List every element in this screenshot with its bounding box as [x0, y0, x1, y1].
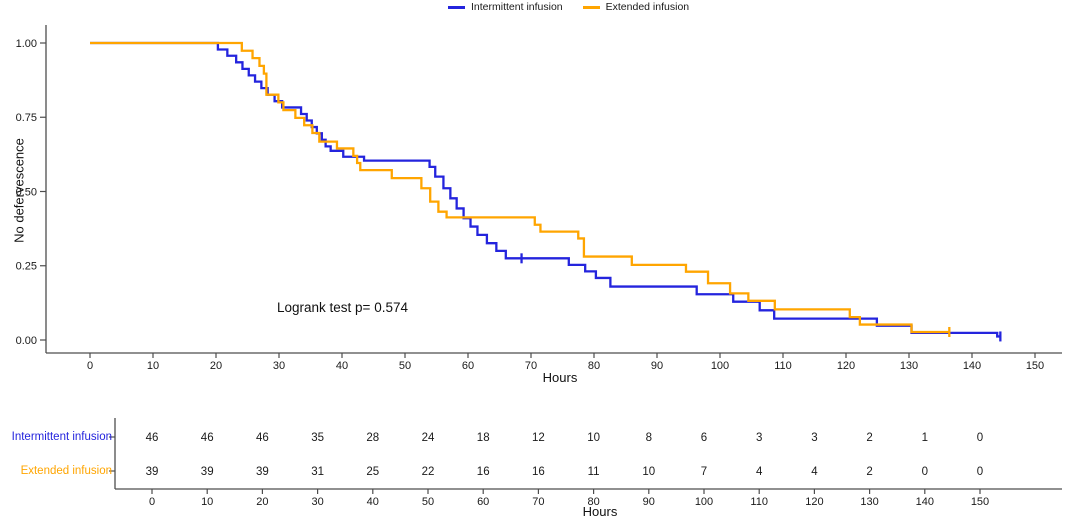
y-tick-label: 0.75: [16, 112, 37, 124]
intermittent-line-swatch: [448, 5, 465, 9]
risk-table-x-tick-label: 140: [916, 496, 934, 508]
risk-table-x-tick-label: 80: [587, 496, 599, 508]
risk-table-x-tick-label: 0: [149, 496, 155, 508]
risk-table-x-tick-label: 50: [422, 496, 434, 508]
risk-count: 24: [422, 432, 435, 444]
x-tick-label: 0: [87, 360, 93, 372]
x-tick-label: 30: [273, 360, 285, 372]
risk-table-x-tick-label: 40: [367, 496, 379, 508]
y-tick-label: 0.50: [16, 186, 37, 198]
risk-count: 10: [587, 432, 600, 444]
legend: Intermittent infusion Extended infusion: [448, 1, 689, 13]
risk-count: 22: [422, 466, 435, 478]
risk-count: 3: [811, 432, 817, 444]
logrank-annotation: Logrank test p= 0.574: [277, 300, 408, 315]
risk-count: 4: [811, 466, 818, 478]
risk-table-x-tick-label: 130: [860, 496, 878, 508]
risk-table-x-tick-label: 70: [532, 496, 544, 508]
intermittent-survival-curve: [90, 41, 1001, 338]
risk-count: 8: [646, 432, 652, 444]
risk-row-label-intermittent: Intermittent infusion: [11, 431, 112, 443]
risk-count: 31: [311, 466, 324, 478]
risk-count: 25: [366, 466, 379, 478]
risk-table-x-tick-label: 90: [643, 496, 655, 508]
x-tick-label: 70: [525, 360, 537, 372]
risk-count: 1: [922, 432, 928, 444]
risk-table-x-tick-label: 100: [695, 496, 713, 508]
y-tick-label: 1.00: [16, 38, 37, 50]
risk-count: 46: [256, 432, 269, 444]
x-tick-label: 140: [963, 360, 981, 372]
risk-count: 7: [701, 466, 707, 478]
risk-table-x-tick-label: 20: [256, 496, 268, 508]
x-tick-label: 120: [837, 360, 855, 372]
extended-survival-curve: [90, 41, 950, 334]
risk-table-x-tick-label: 60: [477, 496, 489, 508]
y-tick-label: 0.00: [16, 335, 37, 347]
x-tick-label: 80: [588, 360, 600, 372]
risk-count: 6: [701, 432, 707, 444]
risk-count: 39: [201, 466, 214, 478]
risk-count: 18: [477, 432, 490, 444]
x-tick-label: 10: [147, 360, 159, 372]
extended-line-swatch: [582, 5, 600, 9]
risk-table-x-tick-label: 150: [971, 496, 989, 508]
x-tick-label: 60: [462, 360, 474, 372]
legend-label-intermittent: Intermittent infusion: [471, 1, 563, 13]
risk-count: 0: [977, 466, 983, 478]
x-tick-label: 110: [774, 360, 792, 372]
legend-label-extended: Extended infusion: [605, 1, 690, 13]
y-axis-title: No defervescence: [11, 138, 27, 243]
risk-count: 0: [922, 466, 928, 478]
risk-table-x-tick-label: 10: [201, 496, 213, 508]
risk-count: 46: [201, 432, 214, 444]
risk-count: 3: [756, 432, 762, 444]
risk-count: 11: [588, 466, 600, 478]
x-axis-title: Hours: [542, 370, 578, 385]
risk-count: 0: [977, 432, 983, 444]
x-tick-label: 130: [900, 360, 918, 372]
x-tick-label: 50: [399, 360, 411, 372]
legend-item-extended: Extended infusion: [582, 1, 690, 13]
risk-count: 2: [866, 466, 872, 478]
risk-count: 2: [866, 432, 872, 444]
risk-count: 10: [642, 466, 655, 478]
risk-count: 46: [146, 432, 159, 444]
risk-table-x-tick-label: 110: [750, 496, 768, 508]
risk-count: 28: [366, 432, 379, 444]
risk-count: 39: [146, 466, 159, 478]
risk-table-x-tick-label: 30: [311, 496, 323, 508]
x-tick-label: 90: [651, 360, 663, 372]
y-tick-label: 0.25: [16, 261, 37, 273]
risk-count: 16: [532, 466, 545, 478]
legend-item-intermittent: Intermittent infusion: [448, 1, 563, 13]
x-tick-label: 20: [210, 360, 222, 372]
risk-table-x-tick-label: 120: [805, 496, 823, 508]
x-tick-label: 150: [1026, 360, 1044, 372]
x-tick-label: 100: [711, 360, 729, 372]
risk-count: 35: [311, 432, 324, 444]
risk-count: 39: [256, 466, 269, 478]
risk-count: 16: [477, 466, 490, 478]
risk-count: 4: [756, 466, 763, 478]
risk-count: 12: [532, 432, 545, 444]
x-tick-label: 40: [336, 360, 348, 372]
risk-table-x-axis-title: Hours: [582, 504, 618, 519]
risk-row-label-extended: Extended infusion: [20, 465, 112, 477]
